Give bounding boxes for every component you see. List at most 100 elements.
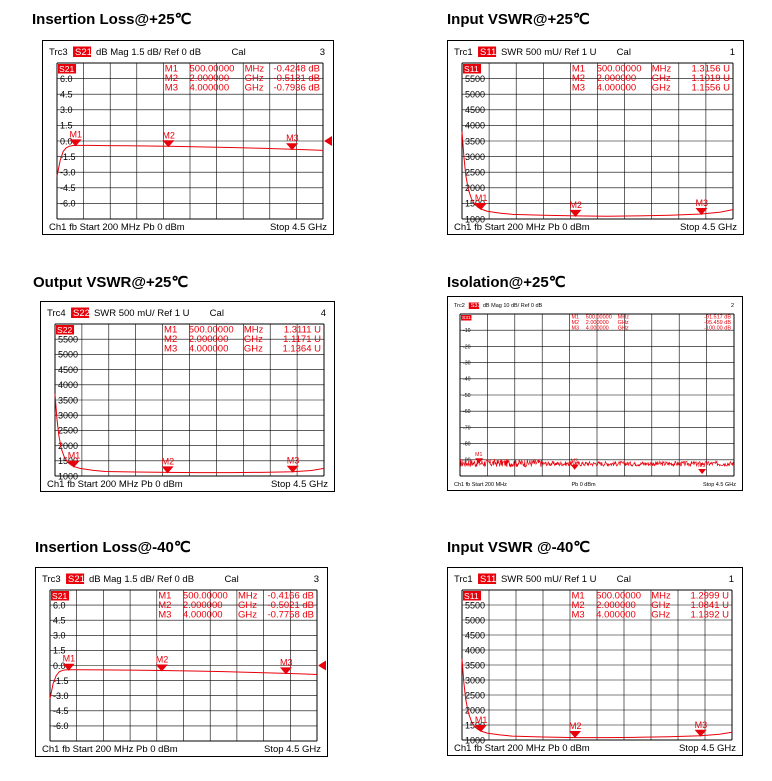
chart-panel-input-vswr-40: Trc1 S11 SWR 500 mU/ Ref 1 U Cal 1 5500 5000 45… [447,567,743,756]
chart-svg: Trc1 S11 SWR 500 mU/ Ref 1 U Cal 1 5500 5000 45… [454,573,736,754]
trace-tag [463,64,482,74]
marker-table-name: M1 [165,64,178,75]
marker-table-freq: 500.00000 [190,64,235,75]
chart-title-isolation-25: Isolation@+25℃ [447,274,566,291]
cal-label: Cal [617,574,631,585]
format-label: dB Mag 1.5 dB/ Ref 0 dB [89,574,194,585]
marker-table-unit: GHz [618,320,629,326]
trace-tag [463,591,482,601]
marker-triangle [474,203,487,211]
chart-svg: Trc4 S22 SWR 500 mU/ Ref 1 U Cal 4 5500 5000 45… [47,307,328,490]
marker-table-name: M3 [572,83,585,94]
marker-table-value: -0.5131 dB [274,73,320,84]
reference-arrow [324,136,332,146]
marker-table-freq: 2.000000 [596,600,636,611]
y-tick-label: -1.5 [60,152,76,162]
chart-panel-output-vswr-25: Trc4 S22 SWR 500 mU/ Ref 1 U Cal 4 5500 5000 45… [40,301,335,492]
marker-triangle [474,725,487,732]
marker-table-name: M2 [571,600,584,611]
trace-line [49,669,318,699]
trace-line [56,144,324,177]
y-tick-label: 3500 [58,395,78,405]
cal-label: Cal [231,47,245,58]
marker-triangle [67,460,80,468]
reference-arrow [318,660,326,671]
marker-table-name: M2 [164,334,177,345]
footer-stop-label: Stop 4.5 GHz [270,222,327,233]
chart-svg: Trc3 S21 dB Mag 1.5 dB/ Ref 0 dB Cal 3 6.0 4.5… [49,46,332,233]
marker-table-name: M1 [158,591,171,602]
trace-label: Trc1 [454,47,473,58]
trace-tag-label: S21 [59,64,74,74]
marker-table-freq: 4.000000 [586,326,609,332]
marker-table-name: M1 [571,591,584,602]
y-tick-label: -70 [463,425,471,431]
marker-table-unit: MHz [652,64,672,75]
trace-tag [56,325,75,335]
marker-table-value: -95.459 dB [704,320,731,326]
marker-label: M2 [569,200,582,210]
marker-triangle [286,143,299,151]
marker-triangle [570,464,579,470]
chart-title-input-vswr-40: Input VSWR @-40℃ [447,539,591,556]
param-label: S11 [480,574,496,585]
marker-table-value: 1.1392 U [690,610,729,621]
y-tick-label: 3500 [465,136,485,146]
y-tick-label: 6.0 [53,600,66,610]
marker-table-name: M3 [164,344,177,355]
marker-table-freq: 500.00000 [183,591,228,602]
marker-label: M3 [695,198,708,208]
marker-table-name: M1 [164,325,177,336]
marker-table-name: M2 [158,600,171,611]
marker-label: M3 [698,463,705,469]
marker-table-unit: GHz [651,600,670,611]
marker-table-freq: 4.000000 [597,83,637,94]
trace-tag-label: S31 [462,315,471,321]
trace-index-label: 3 [320,47,325,58]
marker-table-unit: GHz [244,344,263,355]
trace-index-label: 1 [729,574,734,585]
y-tick-label: 3000 [465,675,485,685]
y-tick-label: -20 [463,344,471,350]
y-tick-label: -60 [463,409,471,415]
marker-triangle [475,458,484,464]
marker-triangle [286,465,299,473]
trace-index-label: 2 [731,303,734,309]
marker-table-value: 1.1556 U [691,83,730,94]
trace-tag [51,591,70,601]
marker-table-name: M1 [572,64,585,75]
marker-table-freq: 4.000000 [596,610,636,621]
footer-stop-label: Stop 4.5 GHz [271,479,328,490]
marker-table-freq: 2.000000 [190,73,230,84]
marker-label: M2 [569,721,582,731]
y-tick-label: 3500 [465,660,485,670]
y-tick-label: 5000 [465,90,485,100]
footer-start-label: Ch1 fb Start 200 MHz Pb 0 dBm [454,222,590,233]
marker-table-value: -0.4248 dB [274,64,320,75]
y-tick-label: 2500 [465,690,485,700]
y-tick-label: -4.5 [53,706,69,716]
marker-table-freq: 500.00000 [586,315,612,321]
marker-table-value: -0.7758 dB [268,610,314,621]
y-tick-label: 0.0 [60,136,73,146]
format-label: dB Mag 10 dB/ Ref 0 dB [483,303,543,309]
marker-label: M2 [162,456,175,466]
marker-label: M1 [70,129,83,139]
y-tick-label: 3.0 [53,631,66,641]
marker-label: M2 [162,130,175,140]
marker-label: M2 [156,655,169,665]
marker-table-name: M2 [165,73,178,84]
chart-title-insertion-loss-25: Insertion Loss@+25℃ [32,11,192,28]
marker-table-value: -91.517 dB [704,315,731,321]
marker-label: M3 [287,456,300,466]
chart-title-output-vswr-25: Output VSWR@+25℃ [33,274,189,291]
footer-start-label: Ch1 fb Start 200 MHz [454,482,507,488]
chart-svg: Trc3 S21 dB Mag 1.5 dB/ Ref 0 dB Cal 3 6.0 4.5… [42,573,326,755]
y-tick-label: 2500 [465,168,485,178]
y-tick-label: -10 [463,328,471,334]
marker-table-name: M2 [572,73,585,84]
chart-panel-insertion-loss-25: Trc3 S21 dB Mag 1.5 dB/ Ref 0 dB Cal 3 6.0 4.5… [42,40,334,235]
marker-label: M1 [68,451,81,461]
format-label: dB Mag 1.5 dB/ Ref 0 dB [96,47,201,58]
cal-label: Cal [617,47,631,58]
